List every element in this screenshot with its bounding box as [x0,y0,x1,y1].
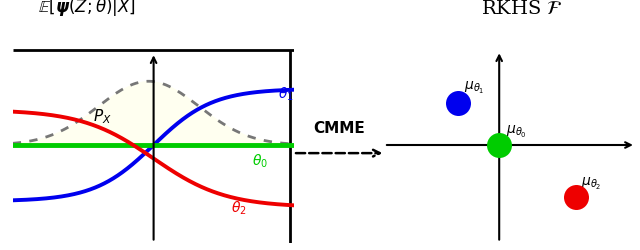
Text: $P_X$: $P_X$ [93,107,112,126]
Text: $\mu_{\theta_1}$: $\mu_{\theta_1}$ [464,80,484,96]
Text: $\theta_0$: $\theta_0$ [252,153,268,170]
Text: $\theta_1$: $\theta_1$ [278,85,293,103]
Point [494,143,504,147]
Text: RKHS $\mathcal{F}$: RKHS $\mathcal{F}$ [481,0,563,18]
Text: CMME: CMME [314,121,365,136]
Point [452,101,463,105]
Text: $\mathbb{E}[\boldsymbol{\psi}(Z;\theta)|X]$: $\mathbb{E}[\boldsymbol{\psi}(Z;\theta)|… [38,0,135,18]
Text: $\theta_2$: $\theta_2$ [231,200,247,218]
Point [571,195,581,199]
Text: $\mu_{\theta_0}$: $\mu_{\theta_0}$ [506,124,527,140]
Text: $\mu_{\theta_2}$: $\mu_{\theta_2}$ [581,176,602,192]
